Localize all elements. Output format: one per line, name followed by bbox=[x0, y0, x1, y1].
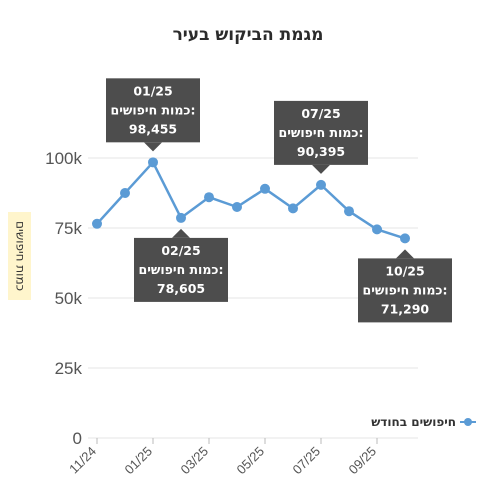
series-line-path bbox=[96, 161, 406, 240]
annotation-text: 07/25 bbox=[301, 106, 340, 121]
annotation-text: כמות חיפושים: bbox=[279, 125, 364, 140]
data-point[interactable] bbox=[232, 202, 242, 212]
annotation-box bbox=[134, 237, 228, 302]
y-tick-label: 100k bbox=[45, 149, 82, 168]
x-tick-label: 09/25 bbox=[346, 444, 380, 478]
annotation-tooltip: 01/25 כמות חיפושים: 98,455 bbox=[106, 78, 200, 152]
annotation-box bbox=[274, 100, 368, 165]
x-axis-ticks: 11/24 01/25 03/25 05/25 07/25 09/25 bbox=[66, 438, 379, 477]
legend[interactable]: חיפושים בחודש bbox=[371, 415, 476, 429]
annotation-text: 10/25 bbox=[385, 263, 424, 278]
annotation-text: כמות חיפושים: bbox=[111, 102, 196, 117]
annotation-tooltip: 02/25 כמות חיפושים: 78,605 bbox=[134, 228, 228, 302]
data-point[interactable] bbox=[148, 157, 158, 168]
annotation-text: 78,605 bbox=[157, 281, 205, 296]
data-point[interactable] bbox=[260, 183, 270, 194]
legend-label: חיפושים בחודש bbox=[371, 415, 456, 429]
y-tick-label: 25k bbox=[55, 359, 83, 378]
annotation-text: כמות חיפושים: bbox=[139, 262, 224, 277]
annotation-box bbox=[106, 78, 200, 143]
data-point[interactable] bbox=[176, 212, 186, 223]
x-tick-label: 03/25 bbox=[178, 444, 212, 478]
y-axis-label: כמות חיפושים bbox=[8, 212, 31, 300]
annotation-text: 90,395 bbox=[297, 144, 345, 159]
x-tick-label: 11/24 bbox=[66, 444, 99, 477]
annotation-pointer bbox=[172, 228, 190, 238]
data-point[interactable] bbox=[400, 233, 410, 244]
chart-title: מגמת הביקוש בעיר bbox=[173, 25, 324, 45]
y-tick-label: 0 bbox=[73, 429, 82, 448]
y-tick-label: 75k bbox=[55, 219, 83, 238]
annotation-pointer bbox=[144, 142, 162, 152]
data-point[interactable] bbox=[288, 203, 298, 214]
x-tick-label: 07/25 bbox=[290, 444, 324, 478]
y-axis-label-background bbox=[8, 212, 31, 300]
annotation-box bbox=[358, 258, 452, 323]
data-point[interactable] bbox=[316, 179, 326, 190]
data-point[interactable] bbox=[344, 206, 354, 217]
annotation-text: כמות חיפושים: bbox=[363, 282, 448, 297]
data-point[interactable] bbox=[372, 224, 382, 235]
x-tick-label: 05/25 bbox=[234, 444, 268, 478]
y-axis-label-text: כמות חיפושים bbox=[14, 221, 28, 291]
data-point[interactable] bbox=[120, 188, 130, 198]
annotation-text: 01/25 bbox=[133, 83, 172, 98]
x-tick-label: 01/25 bbox=[122, 444, 156, 478]
annotation-tooltip: 10/25 כמות חיפושים: 71,290 bbox=[358, 249, 452, 323]
annotation-text: 02/25 bbox=[161, 243, 200, 258]
annotation-text: 71,290 bbox=[381, 301, 430, 316]
legend-dot-marker bbox=[464, 418, 472, 426]
annotation-text: 98,455 bbox=[129, 121, 177, 136]
y-tick-label: 50k bbox=[55, 289, 83, 308]
y-axis-ticks: 0 25k 50k 75k 100k bbox=[45, 149, 82, 448]
data-point[interactable] bbox=[92, 218, 102, 229]
data-point[interactable] bbox=[204, 192, 214, 203]
annotation-pointer bbox=[396, 249, 414, 259]
series-line bbox=[92, 157, 410, 244]
annotations: 01/25 כמות חיפושים: 98,455 02/25 כמות חיפושי… bbox=[106, 78, 452, 323]
annotation-pointer bbox=[312, 164, 330, 174]
annotation-tooltip: 07/25 כמות חיפושים: 90,395 bbox=[274, 100, 368, 174]
